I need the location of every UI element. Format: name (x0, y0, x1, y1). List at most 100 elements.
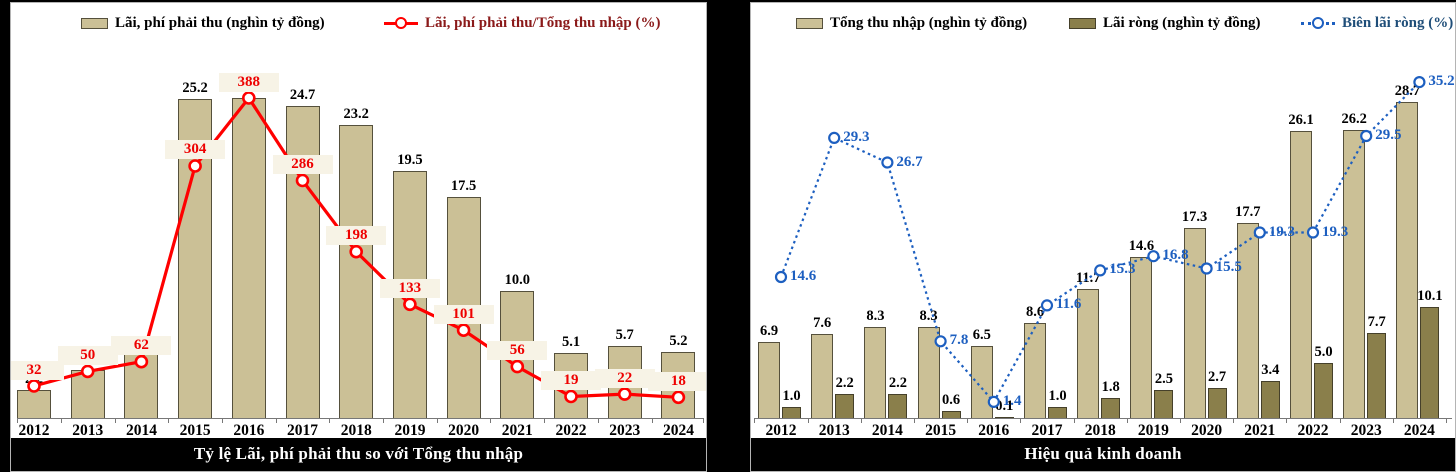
legend-label: Lãi, phí phải thu (nghìn tỷ đồng) (115, 14, 325, 31)
line-value-label-text: 56 (506, 341, 528, 361)
line-value-label: 11.6 (1056, 296, 1082, 313)
line-value-label-text: 133 (395, 278, 425, 298)
x-axis-tick (168, 418, 170, 423)
line-value-label-text: 50 (77, 345, 99, 365)
bar-2012-s0 (17, 390, 51, 418)
line-value-label-text: 101 (449, 304, 478, 324)
x-axis-tick (1233, 418, 1235, 423)
bar-2014-s0 (864, 327, 887, 418)
x-axis-tick (597, 418, 599, 423)
x-axis-tick (383, 418, 385, 423)
line-value-label: 14.6 (790, 267, 817, 284)
line-value-label: 15.3 (1109, 261, 1136, 278)
x-axis-label-2023: 2023 (1350, 422, 1382, 439)
line-value-label: 304 (165, 140, 226, 160)
bar-value-label: 8.3 (919, 308, 938, 324)
x-axis-label-2020: 2020 (448, 422, 480, 439)
x-axis-tick (651, 418, 653, 423)
bar-value-label: 25.2 (182, 80, 208, 96)
x-axis-label-2018: 2018 (340, 422, 372, 439)
left-chart-title: Tỷ lệ Lãi, phí phải thu so với Tổng thu … (193, 444, 524, 463)
bar-value-label: 1.0 (1048, 388, 1067, 404)
bar-value-label: 26.2 (1341, 111, 1367, 127)
bar-2017-s0 (285, 106, 320, 418)
x-axis-label-2020: 2020 (1191, 422, 1223, 439)
x-axis-label-2016: 2016 (978, 422, 1010, 439)
bar-value-label: 17.5 (450, 178, 477, 194)
line-marker-icon (881, 156, 894, 169)
legend-item-1: Lãi ròng (nghìn tỷ đồng) (1069, 10, 1261, 36)
bar-2022-s1 (1314, 363, 1333, 418)
x-axis-tick (544, 418, 546, 423)
x-axis-tick (490, 418, 492, 423)
legend-label: Lãi ròng (nghìn tỷ đồng) (1103, 14, 1261, 31)
bar-swatch-icon (81, 17, 108, 29)
dotted-line-swatch-icon (1301, 17, 1335, 29)
line-value-label: 62 (111, 336, 172, 356)
bar-2021-s0 (1236, 223, 1259, 418)
line-value-label-text: 62 (130, 336, 152, 356)
left-chart-panel: Lãi, phí phải thu (nghìn tỷ đồng) Lãi, ph… (10, 2, 707, 472)
line-value-label-text: 22 (614, 368, 636, 388)
x-axis-label-2024: 2024 (662, 422, 694, 439)
x-axis-tick (967, 418, 969, 423)
bar-value-label: 0.6 (942, 392, 961, 408)
bar-2021-s1 (1260, 381, 1280, 418)
x-axis-tick (17, 418, 18, 423)
legend-item-0: Lãi, phí phải thu (nghìn tỷ đồng) (81, 10, 325, 36)
x-axis-label-2017: 2017 (1031, 422, 1063, 439)
bar-value-label: 10.0 (504, 272, 530, 288)
bar-value-label: 17.3 (1181, 209, 1208, 225)
x-axis-tick (60, 418, 62, 423)
x-axis-label-2022: 2022 (555, 422, 587, 439)
line-value-label-text: 388 (234, 72, 264, 92)
line-value-label: 1.4 (1002, 392, 1022, 409)
x-axis-label-2013: 2013 (818, 422, 850, 439)
x-axis-label-2012: 2012 (765, 422, 797, 439)
line-value-label: 133 (379, 278, 440, 298)
x-axis-label-2024: 2024 (1403, 422, 1435, 439)
line-value-label: 18 (648, 371, 706, 391)
bar-2012-s0 (758, 342, 780, 418)
bar-2015-s1 (941, 411, 961, 418)
legend-item-2: Biên lãi ròng (%) (1301, 10, 1453, 36)
bar-value-label: 7.6 (813, 315, 832, 331)
x-axis-tick (222, 418, 223, 423)
bar-value-label: 26.1 (1288, 112, 1314, 128)
legend-label: Biên lãi ròng (%) (1342, 14, 1454, 31)
x-axis-tick (329, 418, 331, 423)
bar-2023-s0 (1343, 130, 1366, 418)
bar-2020-s1 (1207, 388, 1227, 418)
x-axis-label-2014: 2014 (125, 422, 157, 439)
bar-2016-s1 (994, 417, 1014, 418)
x-axis-tick (436, 418, 438, 423)
line-value-label-text: 32 (23, 360, 45, 380)
right-chart-legend: Tổng thu nhập (nghìn tỷ đồng) Lãi ròng (n… (751, 10, 1455, 36)
x-axis-tick (914, 418, 915, 423)
x-axis-tick (1446, 418, 1447, 423)
bar-2024-s0 (1396, 102, 1419, 418)
line-value-label: 56 (487, 341, 548, 361)
bar-value-label: 23.2 (343, 106, 369, 122)
bar-2017-s1 (1048, 407, 1067, 418)
bar-value-label: 7.7 (1367, 314, 1386, 330)
x-axis-label-2022: 2022 (1297, 422, 1329, 439)
x-axis-label-2019: 2019 (1137, 422, 1169, 439)
line-value-label: 35.2 (1428, 73, 1455, 90)
line-value-label: 29.5 (1375, 127, 1402, 144)
right-chart-title-band: Hiệu quả kinh doanh (751, 438, 1455, 471)
bar-value-label: 2.2 (888, 375, 907, 391)
x-axis-label-2013: 2013 (72, 422, 104, 439)
x-axis-label-2018: 2018 (1084, 422, 1116, 439)
x-axis-tick (1339, 418, 1341, 423)
bar-value-label: 1.8 (1101, 379, 1120, 395)
line-value-label-text: 198 (341, 226, 371, 246)
x-axis-label-2021: 2021 (1244, 422, 1276, 439)
x-axis-tick (754, 418, 756, 423)
bar-value-label: 1.0 (782, 388, 801, 404)
bar-value-label: 2.2 (835, 375, 854, 391)
right-chart-panel: Tổng thu nhập (nghìn tỷ đồng) Lãi ròng (n… (750, 2, 1456, 472)
line-value-label: 19.3 (1268, 223, 1296, 240)
x-axis-tick (1020, 418, 1022, 423)
bar-2019-s1 (1154, 390, 1174, 418)
